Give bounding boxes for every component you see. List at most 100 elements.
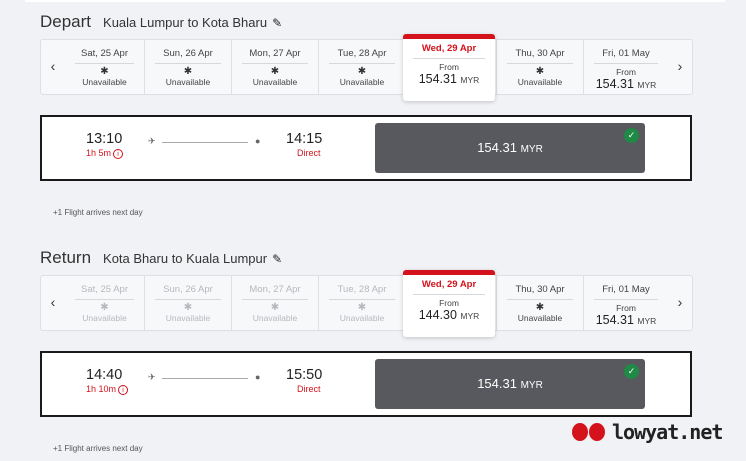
currency: MYR xyxy=(637,316,657,326)
status-text: Unavailable xyxy=(517,313,563,323)
mascot-icon xyxy=(572,423,588,441)
date-selector: ‹ Sat, 25 Apr ✱ Unavailable Sun, 26 Apr ✱ … xyxy=(40,34,693,101)
duration-text: 1h 5m xyxy=(86,148,112,158)
date-price: 154.31 MYR xyxy=(584,77,668,91)
from-label: From xyxy=(439,298,459,308)
date-option[interactable]: Tue, 28 Apr ✱ Unavailable xyxy=(318,40,405,94)
date-option[interactable]: Wed, 29 Apr From 144.30 MYR xyxy=(403,270,495,337)
status-text: Unavailable xyxy=(82,77,127,87)
price-value: 154.31 xyxy=(418,72,457,86)
mascot-icon xyxy=(589,423,605,441)
info-icon[interactable]: i xyxy=(118,385,129,395)
date-label: Mon, 27 Apr xyxy=(242,48,308,64)
date-selector: ‹ Sat, 25 Apr ✱ Unavailable Sun, 26 Apr ✱ … xyxy=(40,270,693,337)
from-label: From xyxy=(439,62,459,72)
route-line xyxy=(162,142,248,143)
date-option: Tue, 28 Apr ✱ Unavailable xyxy=(318,276,405,330)
plane-icon: ✈ xyxy=(148,372,156,382)
date-label: Fri, 01 May xyxy=(594,48,658,64)
edit-pencil-icon[interactable]: ✎ xyxy=(272,16,283,30)
status-text: Unavailable xyxy=(339,77,385,87)
date-option[interactable]: Thu, 30 Apr ✱ Unavailable xyxy=(496,40,583,94)
no-flight-icon: ✱ xyxy=(535,66,545,77)
departure-time: 13:10 xyxy=(86,131,123,147)
date-label: Tue, 28 Apr xyxy=(329,284,395,300)
logo-text: lowyat.net xyxy=(612,420,723,444)
status-text: Unavailable xyxy=(517,77,563,87)
no-flight-icon: ✱ xyxy=(357,66,367,77)
fare-currency: MYR xyxy=(520,144,543,155)
no-flight-icon: ✱ xyxy=(183,66,193,77)
info-icon[interactable]: i xyxy=(113,149,124,159)
price-value: 144.30 xyxy=(418,308,457,322)
no-flight-icon: ✱ xyxy=(100,302,109,313)
price-value: 154.31 xyxy=(595,77,634,91)
next-dates-chevron-icon[interactable]: › xyxy=(677,294,683,310)
no-flight-icon: ✱ xyxy=(535,302,545,313)
date-option[interactable]: Wed, 29 Apr From 154.31 MYR xyxy=(403,34,495,101)
arrival-time: 15:50 xyxy=(286,367,323,383)
fare-price: 154.31 xyxy=(477,140,517,155)
section-title: Return xyxy=(40,248,92,267)
date-option: Sat, 25 Apr ✱ Unavailable xyxy=(65,276,144,330)
no-flight-icon: ✱ xyxy=(357,302,367,313)
date-price: 144.30 MYR xyxy=(403,308,495,322)
no-flight-icon: ✱ xyxy=(270,302,280,313)
duration: 1h 10m i xyxy=(86,384,129,395)
status-text: Unavailable xyxy=(165,313,211,323)
section-header: Depart Kuala Lumpur to Kota Bharu ✎ xyxy=(40,12,282,32)
top-divider xyxy=(25,0,725,2)
price-value: 154.31 xyxy=(595,313,634,327)
date-label: Sun, 26 Apr xyxy=(155,284,221,300)
date-label: Fri, 01 May xyxy=(594,284,658,300)
duration-text: 1h 10m xyxy=(86,384,117,394)
date-price: 154.31 MYR xyxy=(584,313,668,327)
date-label: Wed, 29 Apr xyxy=(413,279,485,295)
from-label: From xyxy=(616,67,636,77)
date-label: Sat, 25 Apr xyxy=(75,48,134,64)
date-label: Wed, 29 Apr xyxy=(413,43,485,59)
edit-pencil-icon[interactable]: ✎ xyxy=(272,252,283,266)
status-text: Unavailable xyxy=(82,313,127,323)
no-flight-icon: ✱ xyxy=(100,66,109,77)
route-line xyxy=(162,378,248,379)
next-dates-chevron-icon[interactable]: › xyxy=(677,58,683,74)
footnote: +1 Flight arrives next day xyxy=(53,444,143,453)
no-flight-icon: ✱ xyxy=(183,302,193,313)
fare-select-button[interactable]: 154.31 MYR ✓ xyxy=(375,359,645,409)
departure-time: 14:40 xyxy=(86,367,123,383)
fare-select-button[interactable]: 154.31 MYR ✓ xyxy=(375,123,645,173)
plane-icon: ✈ xyxy=(148,136,156,146)
status-text: Unavailable xyxy=(252,313,298,323)
section-header: Return Kota Bharu to Kuala Lumpur ✎ xyxy=(40,248,282,268)
date-label: Mon, 27 Apr xyxy=(242,284,308,300)
route-text: Kuala Lumpur to Kota Bharu xyxy=(103,15,268,30)
arrival-time: 14:15 xyxy=(286,131,323,147)
date-option[interactable]: Thu, 30 Apr ✱ Unavailable xyxy=(496,276,583,330)
stops-text: Direct xyxy=(297,384,321,394)
currency: MYR xyxy=(460,75,480,85)
route-text: Kota Bharu to Kuala Lumpur xyxy=(103,251,268,266)
lowyat-logo: lowyat.net xyxy=(572,420,723,444)
date-option[interactable]: Fri, 01 May From 154.31 MYR xyxy=(583,276,668,330)
currency: MYR xyxy=(460,311,480,321)
date-label: Thu, 30 Apr xyxy=(507,48,573,64)
prev-dates-chevron-icon[interactable]: ‹ xyxy=(50,58,56,74)
date-option[interactable]: Fri, 01 May From 154.31 MYR xyxy=(583,40,668,94)
date-option[interactable]: Sun, 26 Apr ✱ Unavailable xyxy=(144,40,231,94)
duration: 1h 5m i xyxy=(86,148,124,159)
date-option[interactable]: Sat, 25 Apr ✱ Unavailable xyxy=(65,40,144,94)
section-title: Depart xyxy=(40,12,92,31)
date-option[interactable]: Mon, 27 Apr ✱ Unavailable xyxy=(231,40,318,94)
flight-card[interactable]: 13:10 1h 5m i ✈ ● 14:15 Direct 154.31 MYR… xyxy=(40,115,692,181)
stops-text: Direct xyxy=(297,148,321,158)
flight-card[interactable]: 14:40 1h 10m i ✈ ● 15:50 Direct 154.31 MY… xyxy=(40,351,692,417)
status-text: Unavailable xyxy=(252,77,298,87)
date-label: Sun, 26 Apr xyxy=(155,48,221,64)
check-icon: ✓ xyxy=(624,128,639,143)
footnote: +1 Flight arrives next day xyxy=(53,208,143,217)
prev-dates-chevron-icon[interactable]: ‹ xyxy=(50,294,56,310)
check-icon: ✓ xyxy=(624,364,639,379)
status-text: Unavailable xyxy=(165,77,211,87)
fare-currency: MYR xyxy=(520,380,543,391)
